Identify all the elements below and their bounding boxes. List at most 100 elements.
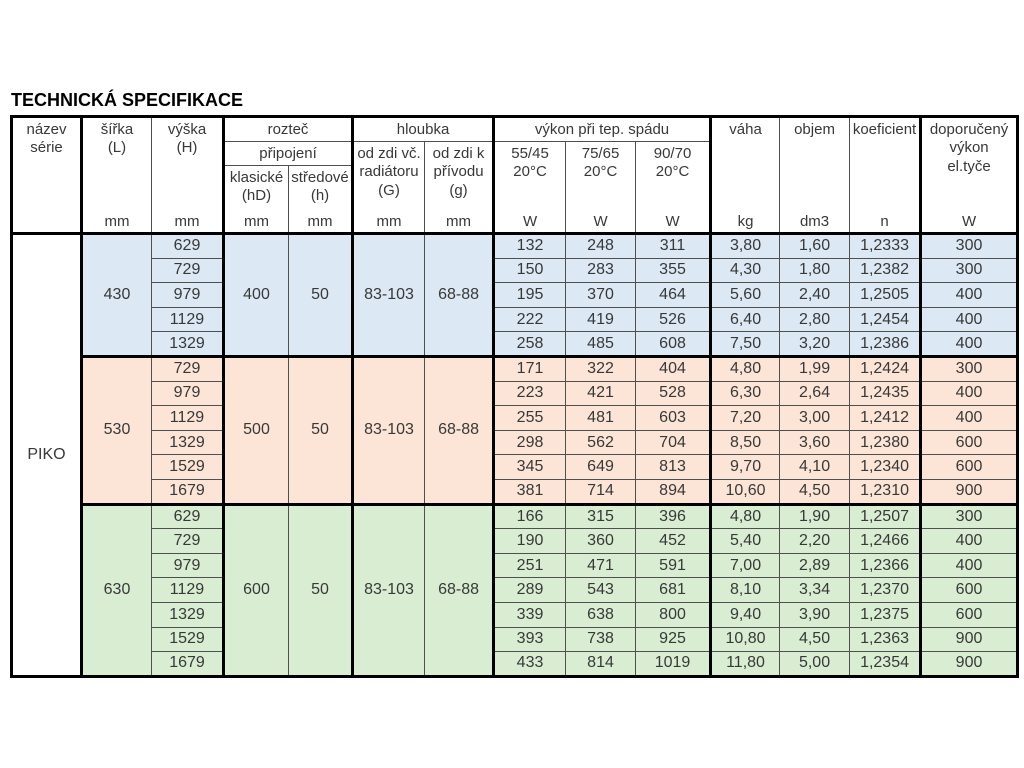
header-spad-90-70-unit: W xyxy=(665,212,680,230)
header-klasicke-label: klasické (hD) xyxy=(229,169,284,205)
power-55-45-cell: 255 xyxy=(492,405,567,431)
table-row: 1679 381 714 894 10,60 4,50 1,2310 900 xyxy=(12,478,1019,505)
coefficient-cell: 1,2435 xyxy=(849,380,922,407)
power-75-65-cell: 283 xyxy=(565,257,637,284)
power-55-45-cell: 381 xyxy=(492,478,567,505)
height-cell: 629 xyxy=(151,502,224,530)
width-cell: 430 xyxy=(80,232,152,357)
table-row: 729 150 283 355 4,30 1,80 1,2382 300 xyxy=(12,257,1019,284)
header-od-zdi-vc-unit: mm xyxy=(376,212,402,230)
coefficient-cell: 1,2386 xyxy=(849,331,922,357)
weight-cell: 4,80 xyxy=(709,354,781,382)
volume-cell: 4,10 xyxy=(779,454,851,480)
volume-cell: 1,80 xyxy=(779,257,851,284)
power-90-70-cell: 526 xyxy=(635,306,712,333)
coefficient-cell: 1,2380 xyxy=(849,429,922,456)
power-75-65-cell: 481 xyxy=(565,405,637,431)
recommended-power-cell: 300 xyxy=(919,257,1019,284)
coefficient-cell: 1,2382 xyxy=(849,257,922,284)
recommended-power-cell: 300 xyxy=(919,502,1019,530)
power-90-70-cell: 894 xyxy=(635,478,712,505)
series-name-cell: PIKO xyxy=(11,232,83,677)
weight-cell: 8,10 xyxy=(709,577,781,603)
power-55-45-cell: 433 xyxy=(492,651,567,677)
power-75-65-cell: 248 xyxy=(565,232,637,259)
pitch-central-cell: 50 xyxy=(287,232,354,357)
table-row: 1129 289 543 681 8,10 3,34 1,2370 600 xyxy=(12,577,1019,603)
power-90-70-cell: 608 xyxy=(635,331,712,357)
power-75-65-cell: 562 xyxy=(565,429,637,456)
header-stredove-unit: mm xyxy=(307,212,333,230)
pitch-classic-cell: 500 xyxy=(222,354,289,505)
header-pripojeni: připojení xyxy=(221,141,354,166)
power-55-45-cell: 190 xyxy=(492,528,567,554)
height-cell: 1679 xyxy=(151,478,224,505)
coefficient-cell: 1,2333 xyxy=(849,232,922,259)
table-row: 979 195 370 464 5,60 2,40 1,2505 400 xyxy=(12,282,1019,308)
header-objem-unit: dm3 xyxy=(799,212,830,230)
table-row: 729 190 360 452 5,40 2,20 1,2466 400 xyxy=(12,528,1019,554)
power-75-65-cell: 649 xyxy=(565,454,637,480)
header-vykon: výkon při tep. spádu xyxy=(492,116,712,142)
coefficient-cell: 1,2375 xyxy=(849,601,922,628)
weight-cell: 5,40 xyxy=(709,528,781,554)
depth-g-cell: 83-103 xyxy=(351,354,426,505)
power-75-65-cell: 738 xyxy=(565,626,637,653)
header-row-1: název série šířka (L) mm výška (H) mm xyxy=(11,116,1019,234)
height-cell: 729 xyxy=(151,528,224,554)
table-row: 979 223 421 528 6,30 2,64 1,2435 400 xyxy=(12,380,1019,407)
power-90-70-cell: 800 xyxy=(635,601,712,628)
pitch-central-cell: 50 xyxy=(287,502,354,677)
header-klasicke-unit: mm xyxy=(244,212,269,230)
power-75-65-cell: 485 xyxy=(565,331,637,357)
power-55-45-cell: 289 xyxy=(492,577,567,603)
weight-cell: 11,80 xyxy=(709,651,781,677)
height-cell: 1129 xyxy=(151,577,224,603)
weight-cell: 9,40 xyxy=(709,601,781,628)
pitch-classic-cell: 600 xyxy=(222,502,289,677)
depth-g-small-cell: 68-88 xyxy=(424,232,495,357)
power-90-70-cell: 311 xyxy=(635,232,712,259)
recommended-power-cell: 400 xyxy=(919,405,1019,431)
volume-cell: 4,50 xyxy=(779,626,851,653)
height-cell: 1129 xyxy=(151,306,224,333)
volume-cell: 3,90 xyxy=(779,601,851,628)
height-cell: 1529 xyxy=(151,454,224,480)
header-sirka-label: šířka (L) xyxy=(100,121,134,157)
header-doporuceny-label: doporučený výkon el.tyče xyxy=(929,121,1009,175)
coefficient-cell: 1,2454 xyxy=(849,306,922,333)
volume-cell: 2,20 xyxy=(779,528,851,554)
weight-cell: 7,20 xyxy=(709,405,781,431)
coefficient-cell: 1,2466 xyxy=(849,528,922,554)
power-90-70-cell: 452 xyxy=(635,528,712,554)
header-sirka-unit: mm xyxy=(104,212,130,230)
table-row: 1529 345 649 813 9,70 4,10 1,2340 600 xyxy=(12,454,1019,480)
height-cell: 729 xyxy=(151,257,224,284)
power-55-45-cell: 223 xyxy=(492,380,567,407)
weight-cell: 4,30 xyxy=(709,257,781,284)
header-doporuceny: doporučený výkon el.tyče W xyxy=(919,116,1019,234)
power-55-45-cell: 195 xyxy=(492,282,567,308)
weight-cell: 8,50 xyxy=(709,429,781,456)
header-doporuceny-unit: W xyxy=(961,212,977,230)
header-od-zdi-k-label: od zdi k přívodu (g) xyxy=(432,145,485,199)
header-stredove: středové (h) mm xyxy=(287,165,354,234)
header-row-2: připojení od zdi vč. radiátoru (G) mm od… xyxy=(12,141,1018,234)
power-55-45-cell: 339 xyxy=(492,601,567,628)
weight-cell: 10,80 xyxy=(709,626,781,653)
power-75-65-cell: 471 xyxy=(565,552,637,579)
table-row: 630 629 600 50 83-103 68-88 166 315 396 4,80 1,90 1… xyxy=(12,502,1019,677)
header-spad-55-45: 55/45 20°C W xyxy=(492,141,567,234)
recommended-power-cell: 900 xyxy=(919,626,1019,653)
height-cell: 1129 xyxy=(151,405,224,431)
volume-cell: 1,60 xyxy=(779,232,851,259)
height-cell: 1679 xyxy=(151,651,224,677)
coefficient-cell: 1,2507 xyxy=(849,502,922,530)
depth-g-cell: 83-103 xyxy=(351,232,426,357)
header-vyska-label: výška (H) xyxy=(167,121,207,157)
header-spad-55-45-unit: W xyxy=(522,212,538,230)
power-90-70-cell: 925 xyxy=(635,626,712,653)
table-row: 1529 393 738 925 10,80 4,50 1,2363 900 xyxy=(12,626,1019,653)
volume-cell: 5,00 xyxy=(779,651,851,677)
header-vaha-unit: kg xyxy=(737,212,754,230)
